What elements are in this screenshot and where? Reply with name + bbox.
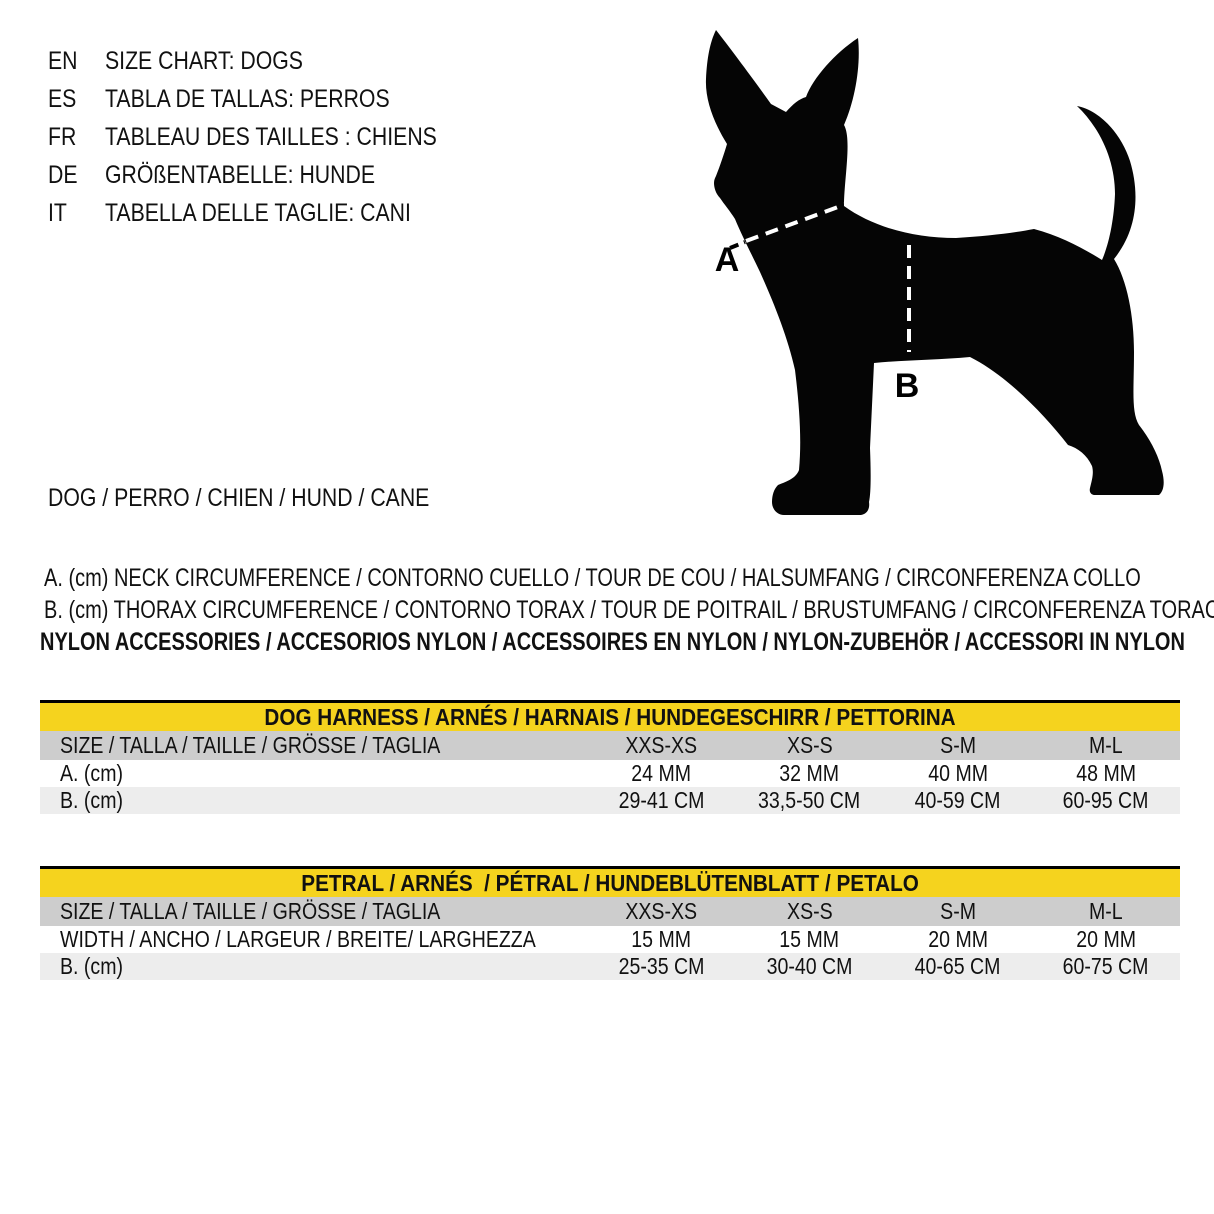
row-label: B. (cm) (60, 953, 123, 979)
cell: 33,5-50 CM (758, 787, 861, 813)
size-header-row: SIZE / TALLA / TAILLE / GRÖSSE / TAGLIA … (40, 731, 1180, 760)
cell: 40-59 CM (914, 787, 1001, 813)
cell: 60-75 CM (1062, 953, 1149, 979)
measure-label-b: B (895, 367, 920, 405)
lang-code: ES (48, 84, 77, 113)
row-label: WIDTH / ANCHO / LARGEUR / BREITE/ LARGHE… (60, 926, 536, 952)
size-row-label: SIZE / TALLA / TAILLE / GRÖSSE / TAGLIA (60, 732, 441, 758)
cell: 25-35 CM (618, 953, 705, 979)
size-col-m-l: M-L (1089, 732, 1123, 758)
data-row-neck: A. (cm) 24 MM 32 MM 40 MM 48 MM (40, 760, 1180, 787)
size-col-xs-s: XS-S (786, 898, 833, 924)
dog-silhouette (705, 30, 1164, 515)
size-header-row: SIZE / TALLA / TAILLE / GRÖSSE / TAGLIA … (40, 897, 1180, 926)
language-title-list: EN SIZE CHART: DOGS ES TABLA DE TALLAS: … (48, 42, 495, 232)
lang-row-it: IT TABELLA DELLE TAGLIE: CANI (48, 194, 495, 232)
cell: 15 MM (631, 926, 692, 952)
cell: 20 MM (927, 926, 988, 952)
data-row-thorax: B. (cm) 29-41 CM 33,5-50 CM 40-59 CM 60-… (40, 787, 1180, 814)
cell: 24 MM (631, 760, 692, 786)
table-title: DOG HARNESS / ARNÉS / HARNAIS / HUNDEGES… (264, 703, 956, 730)
table-title-bar: DOG HARNESS / ARNÉS / HARNAIS / HUNDEGES… (40, 703, 1180, 731)
size-col-m-l: M-L (1089, 898, 1123, 924)
lang-code: EN (48, 46, 78, 75)
cell: 20 MM (1075, 926, 1136, 952)
row-label: A. (cm) (60, 760, 123, 786)
lang-title: TABELLA DELLE TAGLIE: CANI (105, 198, 411, 227)
lang-title: TABLA DE TALLAS: PERROS (105, 84, 390, 113)
data-row-thorax: B. (cm) 25-35 CM 30-40 CM 40-65 CM 60-75… (40, 953, 1180, 980)
cell: 15 MM (779, 926, 840, 952)
cell: 40-65 CM (914, 953, 1001, 979)
lang-title: TABLEAU DES TAILLES : CHIENS (105, 122, 437, 151)
table-dog-harness: DOG HARNESS / ARNÉS / HARNAIS / HUNDEGES… (40, 700, 1180, 814)
dog-caption: DOG / PERRO / CHIEN / HUND / CANE (48, 484, 430, 512)
table-top-line (40, 866, 1180, 869)
lang-row-fr: FR TABLEAU DES TAILLES : CHIENS (48, 118, 495, 156)
note-neck-circumference: A. (cm) NECK CIRCUMFERENCE / CONTORNO CU… (44, 564, 1141, 592)
neck-measure-line (745, 202, 847, 243)
measure-label-a: A (715, 241, 740, 279)
size-col-s-m: S-M (939, 898, 976, 924)
lang-code: FR (48, 122, 77, 151)
data-row-width: WIDTH / ANCHO / LARGEUR / BREITE/ LARGHE… (40, 926, 1180, 953)
cell: 60-95 CM (1062, 787, 1149, 813)
cell: 29-41 CM (618, 787, 705, 813)
table-title-bar: PETRAL / ARNÉS / PÉTRAL / HUNDEBLÜTENBLA… (40, 869, 1180, 897)
lang-code: IT (48, 198, 67, 227)
note-nylon-accessories: NYLON ACCESSORIES / ACCESORIOS NYLON / A… (40, 628, 1185, 656)
cell: 40 MM (927, 760, 988, 786)
size-col-xs-s: XS-S (786, 732, 833, 758)
neck-measure-line-outer (729, 240, 746, 250)
size-row-label: SIZE / TALLA / TAILLE / GRÖSSE / TAGLIA (60, 898, 441, 924)
cell: 30-40 CM (766, 953, 853, 979)
table-petral: PETRAL / ARNÉS / PÉTRAL / HUNDEBLÜTENBLA… (40, 866, 1180, 980)
size-col-xxs-xs: XXS-XS (625, 732, 698, 758)
lang-row-es: ES TABLA DE TALLAS: PERROS (48, 80, 495, 118)
note-thorax-circumference: B. (cm) THORAX CIRCUMFERENCE / CONTORNO … (44, 596, 1214, 624)
lang-title: SIZE CHART: DOGS (105, 46, 303, 75)
dog-silhouette-figure: A B (705, 30, 1164, 515)
table-title: PETRAL / ARNÉS / PÉTRAL / HUNDEBLÜTENBLA… (301, 869, 919, 896)
row-label: B. (cm) (60, 787, 123, 813)
lang-row-en: EN SIZE CHART: DOGS (48, 42, 495, 80)
size-col-xxs-xs: XXS-XS (625, 898, 698, 924)
cell: 48 MM (1075, 760, 1136, 786)
lang-title: GRÖßENTABELLE: HUNDE (105, 160, 376, 189)
lang-row-de: DE GRÖßENTABELLE: HUNDE (48, 156, 495, 194)
lang-code: DE (48, 160, 78, 189)
size-col-s-m: S-M (939, 732, 976, 758)
table-top-line (40, 700, 1180, 703)
cell: 32 MM (779, 760, 840, 786)
